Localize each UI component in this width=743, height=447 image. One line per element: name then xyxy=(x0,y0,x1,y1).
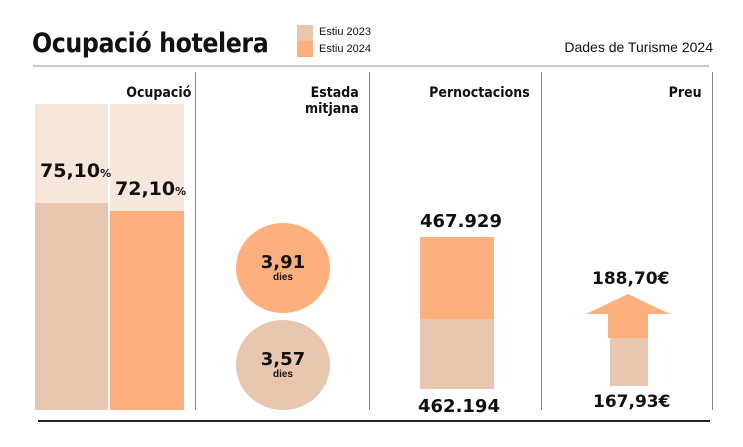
panel-divider xyxy=(195,72,196,410)
preu-arrow-shaft-2023 xyxy=(610,338,648,386)
preu-arrow-head-2024 xyxy=(586,294,670,338)
top-divider xyxy=(33,65,709,67)
legend-swatch-2024 xyxy=(297,41,313,57)
preu-arrow xyxy=(586,294,670,386)
estada-circle-2023: 3,57 dies xyxy=(236,320,330,410)
source-label: Dades de Turisme 2024 xyxy=(564,39,713,55)
ocupacio-value-2023: 75,10% xyxy=(40,160,112,182)
preu-value-2023: 167,93€ xyxy=(593,392,671,412)
ocupacio-bar-2023 xyxy=(35,202,108,410)
estada-unit-2024: dies xyxy=(272,271,293,283)
bottom-divider xyxy=(38,420,710,422)
legend-label-2024: Estiu 2024 xyxy=(319,43,371,55)
panel-title-ocupacio: Ocupació xyxy=(125,85,191,101)
panel-divider xyxy=(712,72,713,410)
estada-value-2023: 3,57 xyxy=(260,348,306,370)
pernoctacions-value-2024: 467.929 xyxy=(420,211,502,232)
pernoctacions-bar-2024 xyxy=(420,237,494,319)
legend-label-2023: Estiu 2023 xyxy=(319,26,371,38)
estada-circle-2024: 3,91 dies xyxy=(236,223,330,313)
panel-title-estada: Estada mitjana xyxy=(305,85,359,117)
chart-title: Ocupació hotelera xyxy=(32,28,269,59)
panel-divider xyxy=(541,72,542,410)
ocupacio-value-2024: 72,10% xyxy=(115,178,187,200)
panel-divider xyxy=(369,72,370,410)
panel-title-pernoctacions: Pernoctacions xyxy=(429,85,530,101)
estada-value-2024: 3,91 xyxy=(260,251,306,273)
panel-title-preu: Preu xyxy=(669,85,702,101)
ocupacio-bar-2024 xyxy=(110,211,184,410)
legend-swatch-2023 xyxy=(297,25,313,41)
preu-value-2024: 188,70€ xyxy=(592,269,670,289)
pernoctacions-bar-2023 xyxy=(420,319,494,389)
pernoctacions-value-2023: 462.194 xyxy=(418,396,500,417)
estada-unit-2023: dies xyxy=(272,368,293,380)
